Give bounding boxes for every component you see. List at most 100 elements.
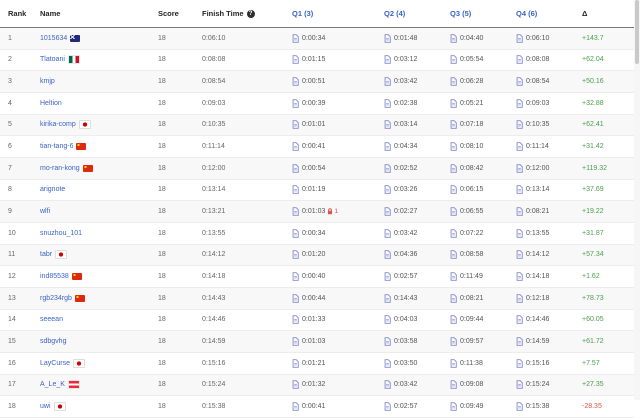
submission-document-icon[interactable] <box>292 402 299 411</box>
submission-document-icon[interactable] <box>292 337 299 346</box>
submission-document-icon[interactable] <box>450 293 457 303</box>
submission-document-icon[interactable] <box>516 228 523 238</box>
submission-document-icon[interactable] <box>450 337 457 346</box>
submission-document-icon[interactable] <box>450 142 457 151</box>
user-link[interactable]: seeean <box>40 316 63 324</box>
user-link[interactable]: arignote <box>40 186 66 194</box>
q4-time: 0:06:10 <box>526 34 550 42</box>
user-link[interactable]: Heltion <box>40 99 62 107</box>
submission-document-icon[interactable] <box>384 55 391 65</box>
user-link[interactable]: uwi <box>40 402 51 410</box>
submission-document-icon[interactable] <box>450 358 457 368</box>
submission-document-icon[interactable] <box>384 293 391 303</box>
submission-document-icon[interactable] <box>516 358 523 368</box>
submission-document-icon[interactable] <box>384 99 391 108</box>
submission-document-icon[interactable] <box>292 250 299 260</box>
submission-document-icon[interactable] <box>516 34 523 43</box>
user-link[interactable]: Tlatoani <box>40 56 65 64</box>
col-header-q4[interactable]: Q4 (6) <box>516 9 538 18</box>
submission-document-icon[interactable] <box>516 77 523 86</box>
submission-document-icon[interactable] <box>450 207 457 216</box>
submission-document-icon[interactable] <box>384 337 391 346</box>
vertical-scrollbar[interactable] <box>634 0 640 400</box>
user-link[interactable]: 1015634 <box>40 34 68 42</box>
submission-document-icon[interactable] <box>450 99 457 108</box>
user-link[interactable]: sdbgvhg <box>40 338 67 346</box>
submission-document-icon[interactable] <box>450 55 457 65</box>
submission-document-icon[interactable] <box>292 228 299 238</box>
user-link[interactable]: tabr <box>40 251 53 259</box>
submission-document-icon[interactable] <box>384 164 391 173</box>
submission-document-icon[interactable] <box>384 380 391 390</box>
submission-document-icon[interactable] <box>384 120 391 130</box>
submission-document-icon[interactable] <box>384 228 391 238</box>
submission-document-icon[interactable] <box>292 185 299 195</box>
submission-document-icon[interactable] <box>292 99 299 108</box>
scrollbar-thumb[interactable] <box>635 0 639 64</box>
submission-document-icon[interactable] <box>516 120 523 130</box>
submission-document-icon[interactable] <box>516 185 523 195</box>
submission-document-icon[interactable] <box>516 272 523 281</box>
submission-document-icon[interactable] <box>516 402 523 411</box>
user-link[interactable]: kirika-comp <box>40 121 76 129</box>
submission-document-icon[interactable] <box>450 250 457 260</box>
col-header-q1[interactable]: Q1 (3) <box>292 9 314 18</box>
col-header-q3[interactable]: Q3 (5) <box>450 9 472 18</box>
q3-time: 0:09:44 <box>460 316 484 324</box>
user-link[interactable]: rgb234rgb <box>40 294 72 302</box>
submission-document-icon[interactable] <box>292 55 299 65</box>
submission-document-icon[interactable] <box>292 272 299 281</box>
user-link[interactable]: snuzhou_101 <box>40 229 83 237</box>
submission-document-icon[interactable] <box>516 55 523 65</box>
q3-time: 0:05:21 <box>460 99 484 107</box>
submission-document-icon[interactable] <box>384 272 391 281</box>
user-link[interactable]: A_Le_K <box>40 381 65 389</box>
submission-document-icon[interactable] <box>384 358 391 368</box>
submission-document-icon[interactable] <box>292 380 299 390</box>
user-link[interactable]: LayCurse <box>40 359 70 367</box>
submission-document-icon[interactable] <box>516 337 523 346</box>
submission-document-icon[interactable] <box>384 185 391 195</box>
user-link[interactable]: tian-tang-6 <box>40 143 74 151</box>
submission-document-icon[interactable] <box>384 315 391 325</box>
user-link[interactable]: mo-ran-kong <box>40 164 80 172</box>
submission-document-icon[interactable] <box>450 380 457 390</box>
submission-document-icon[interactable] <box>384 402 391 411</box>
submission-document-icon[interactable] <box>292 315 299 325</box>
submission-document-icon[interactable] <box>450 228 457 238</box>
user-link[interactable]: kmjp <box>40 78 55 86</box>
submission-document-icon[interactable] <box>516 99 523 108</box>
col-header-q2[interactable]: Q2 (4) <box>384 9 406 18</box>
submission-document-icon[interactable] <box>516 293 523 303</box>
submission-document-icon[interactable] <box>292 34 299 43</box>
submission-document-icon[interactable] <box>450 34 457 43</box>
submission-document-icon[interactable] <box>450 272 457 281</box>
question-circle-icon[interactable]: ? <box>246 9 255 18</box>
submission-document-icon[interactable] <box>450 77 457 86</box>
submission-document-icon[interactable] <box>516 164 523 173</box>
submission-document-icon[interactable] <box>516 207 523 216</box>
submission-document-icon[interactable] <box>292 293 299 303</box>
submission-document-icon[interactable] <box>516 250 523 260</box>
user-link[interactable]: ind85538 <box>40 273 69 281</box>
submission-document-icon[interactable] <box>292 77 299 86</box>
submission-document-icon[interactable] <box>384 250 391 260</box>
submission-document-icon[interactable] <box>450 402 457 411</box>
submission-document-icon[interactable] <box>516 315 523 325</box>
submission-document-icon[interactable] <box>450 185 457 195</box>
submission-document-icon[interactable] <box>450 315 457 325</box>
user-link[interactable]: wlfi <box>40 208 51 216</box>
submission-document-icon[interactable] <box>450 164 457 173</box>
submission-document-icon[interactable] <box>292 142 299 151</box>
submission-document-icon[interactable] <box>384 77 391 86</box>
submission-document-icon[interactable] <box>516 380 523 390</box>
submission-document-icon[interactable] <box>450 120 457 130</box>
submission-document-icon[interactable] <box>292 120 299 130</box>
submission-document-icon[interactable] <box>384 207 391 216</box>
submission-document-icon[interactable] <box>292 207 299 216</box>
submission-document-icon[interactable] <box>384 34 391 43</box>
submission-document-icon[interactable] <box>292 164 299 173</box>
submission-document-icon[interactable] <box>384 142 391 151</box>
submission-document-icon[interactable] <box>516 142 523 151</box>
submission-document-icon[interactable] <box>292 358 299 368</box>
